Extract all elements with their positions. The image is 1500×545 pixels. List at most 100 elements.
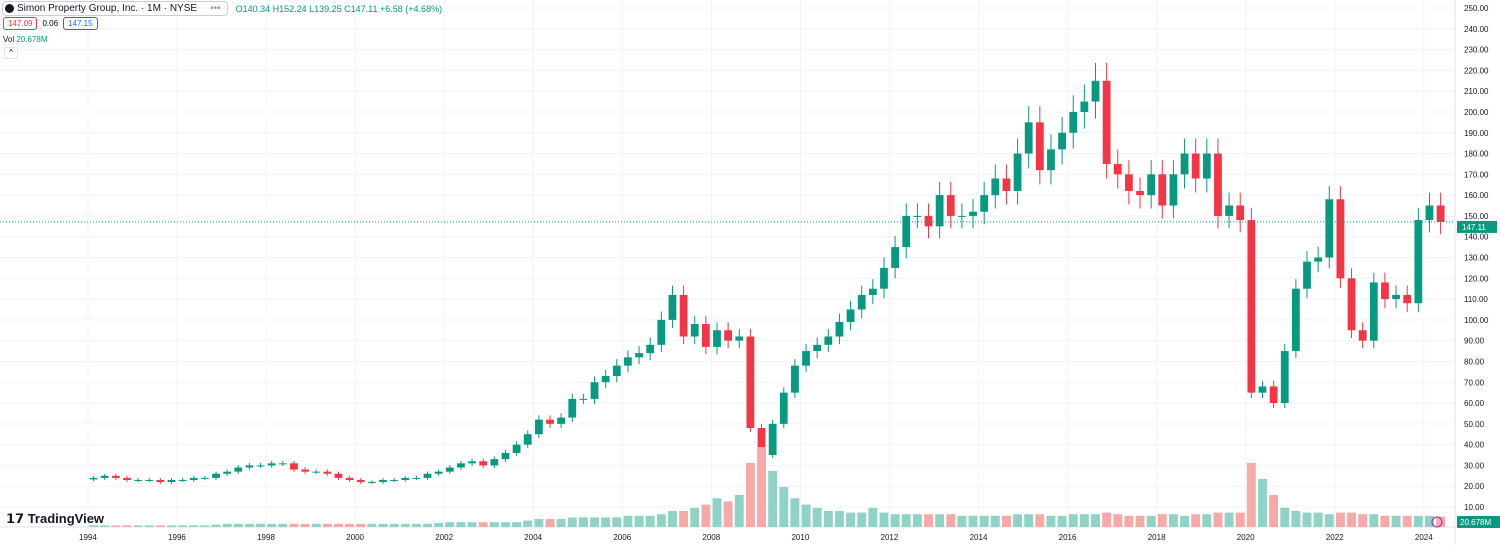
volume-bar xyxy=(924,514,933,527)
volume-bar xyxy=(167,525,176,527)
symbol-title: Simon Property Group, Inc. · 1M · NYSE xyxy=(17,3,198,14)
candle-body xyxy=(913,215,922,217)
volume-bar xyxy=(701,504,711,527)
volume-bar xyxy=(1168,514,1178,527)
volume-bar xyxy=(256,523,266,527)
last-volume-label: 20.678M xyxy=(1460,518,1491,527)
volume-bar xyxy=(501,522,510,527)
candle-body xyxy=(746,336,755,428)
buy-price-button[interactable]: 147.15 xyxy=(63,17,98,30)
ohlc-values: O140.34 H152.24 L139.25 C147.11 +6.58 (+… xyxy=(235,3,443,14)
volume-bar xyxy=(1001,515,1011,527)
volume-bar xyxy=(334,523,343,527)
volume-bar xyxy=(178,525,188,527)
volume-bar xyxy=(100,525,110,527)
candle-body xyxy=(1024,122,1033,154)
candle-body xyxy=(824,336,833,345)
candle-body xyxy=(701,324,710,347)
volume-bar xyxy=(890,514,900,527)
candle-body xyxy=(757,427,766,456)
more-icon[interactable]: ••• xyxy=(210,3,221,14)
candle-body xyxy=(512,444,521,453)
candle-body xyxy=(1425,205,1434,221)
candle-body xyxy=(1369,282,1378,341)
candle-body xyxy=(412,477,421,479)
x-tick-label: 1996 xyxy=(168,533,186,542)
candle-body xyxy=(345,477,354,480)
y-tick-label: 230.00 xyxy=(1464,46,1489,55)
candle-body xyxy=(1147,174,1156,196)
volume-bar xyxy=(1191,514,1201,527)
volume-bar xyxy=(590,517,599,527)
symbol-button[interactable]: Simon Property Group, Inc. · 1M · NYSE ••… xyxy=(2,1,228,16)
volume-bar xyxy=(1402,515,1412,527)
candle-body xyxy=(1436,205,1445,222)
volume-legend: Vol 20.678M xyxy=(3,35,48,44)
volume-bar xyxy=(400,523,410,527)
volume-bar xyxy=(745,463,755,527)
volume-bar xyxy=(423,523,432,527)
candle-body xyxy=(679,294,688,337)
candle-body xyxy=(1058,132,1066,150)
candle-body xyxy=(924,215,933,227)
volume-bar xyxy=(723,501,733,527)
candle-body xyxy=(902,215,911,248)
y-tick-label: 250.00 xyxy=(1464,4,1489,13)
volume-bar xyxy=(523,520,533,527)
volume-bar xyxy=(968,515,978,527)
x-tick-label: 2004 xyxy=(524,533,542,542)
volume-bar xyxy=(545,519,555,527)
candle-body xyxy=(312,471,321,473)
lightning-icon xyxy=(1431,516,1443,528)
volume-bar xyxy=(823,511,833,527)
candle-body xyxy=(334,473,343,478)
y-tick-label: 220.00 xyxy=(1464,66,1489,75)
volume-bar xyxy=(1124,515,1134,527)
volume-bar xyxy=(322,523,332,527)
candle-body xyxy=(557,417,566,424)
volume-bar xyxy=(990,515,1000,527)
sell-price-button[interactable]: 147.09 xyxy=(3,17,38,30)
spread: 0.06 xyxy=(42,19,59,28)
candle-body xyxy=(534,419,543,435)
volume-bar xyxy=(656,514,666,527)
volume-bar xyxy=(233,523,243,527)
volume-bar xyxy=(133,525,143,527)
volume-bar xyxy=(1113,514,1123,527)
candle-body xyxy=(1002,178,1011,191)
volume-bar xyxy=(1057,515,1067,527)
volume-bar xyxy=(1269,495,1279,527)
volume-bar xyxy=(222,523,232,527)
candle-body xyxy=(1314,257,1323,262)
volume-bar xyxy=(1235,512,1245,527)
x-tick-label: 2016 xyxy=(1059,533,1077,542)
candle-body xyxy=(178,479,187,481)
candle-body xyxy=(1258,386,1267,393)
candle-body xyxy=(802,351,810,366)
volume-bar xyxy=(957,515,967,527)
brand-name: TradingView xyxy=(27,511,105,526)
volume-bar xyxy=(1258,479,1267,527)
volume-bar xyxy=(779,487,789,527)
candle-body xyxy=(601,376,610,383)
candle-body xyxy=(1414,220,1423,304)
x-tick-label: 1998 xyxy=(257,533,275,542)
volume-bar xyxy=(757,447,766,527)
volume-bar xyxy=(367,523,377,527)
candle-body xyxy=(958,215,966,217)
collapse-legend-button[interactable]: ^ xyxy=(4,47,18,59)
volume-bar xyxy=(1246,463,1256,527)
x-tick-label: 2006 xyxy=(613,533,631,542)
candle-body xyxy=(546,419,554,424)
candle-body xyxy=(857,294,866,310)
y-tick-label: 100.00 xyxy=(1464,316,1489,325)
volume-bar xyxy=(289,523,299,527)
volume-bar xyxy=(846,512,856,527)
candle-body xyxy=(690,324,699,337)
volume-bar xyxy=(244,523,254,527)
candle-body xyxy=(946,195,955,216)
candle-body xyxy=(624,357,632,366)
candle-body xyxy=(256,465,265,467)
x-tick-label: 2022 xyxy=(1326,533,1344,542)
